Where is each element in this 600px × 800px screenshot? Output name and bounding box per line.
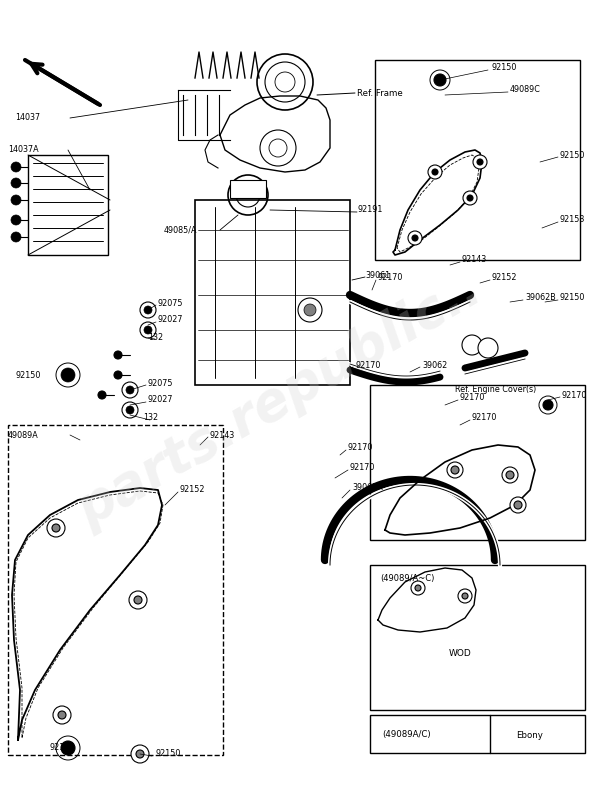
Circle shape [514,501,522,509]
Text: 92027: 92027 [158,315,184,325]
Text: 92153: 92153 [560,215,586,225]
Text: 14037A: 14037A [8,146,38,154]
Text: 92150: 92150 [15,370,40,379]
Text: 92170: 92170 [472,414,497,422]
Circle shape [53,706,71,724]
Circle shape [477,159,483,165]
Circle shape [47,519,65,537]
Text: Ref. Frame: Ref. Frame [357,89,403,98]
Text: 14037: 14037 [15,114,40,122]
Text: 92075: 92075 [158,298,184,307]
Text: Ref. Engine Cover(s): Ref. Engine Cover(s) [455,386,536,394]
Circle shape [458,589,472,603]
Text: 49089C: 49089C [510,86,541,94]
Circle shape [114,351,122,359]
Circle shape [11,162,21,172]
Text: WOD: WOD [449,649,472,658]
Text: 92027: 92027 [148,395,173,405]
Circle shape [463,191,477,205]
Text: 92150: 92150 [155,750,181,758]
Circle shape [434,74,446,86]
Circle shape [506,471,514,479]
Text: 92170: 92170 [350,463,376,473]
Circle shape [11,178,21,188]
Circle shape [432,169,438,175]
Circle shape [412,235,418,241]
Circle shape [129,591,147,609]
Circle shape [52,524,60,532]
Text: 92170: 92170 [348,443,373,453]
Text: (49089/A~C): (49089/A~C) [380,574,434,582]
Circle shape [144,306,152,314]
Circle shape [11,195,21,205]
Circle shape [478,338,498,358]
Circle shape [140,322,156,338]
Circle shape [473,155,487,169]
Text: 39062: 39062 [422,361,447,370]
Text: 39062A: 39062A [352,483,383,493]
Circle shape [136,750,144,758]
Circle shape [415,585,421,591]
Text: 92143: 92143 [462,255,487,265]
Bar [370,385,585,540]
Circle shape [126,406,134,414]
Circle shape [510,497,526,513]
Circle shape [58,711,66,719]
Bar [195,200,350,385]
Text: 92170: 92170 [355,361,380,370]
Text: 132: 132 [148,333,163,342]
Text: parts.republic..: parts.republic.. [68,263,491,537]
Circle shape [502,467,518,483]
Circle shape [144,326,152,334]
Circle shape [451,466,459,474]
Text: 92150: 92150 [492,63,517,73]
Circle shape [543,400,553,410]
Circle shape [462,593,468,599]
Circle shape [131,745,149,763]
Circle shape [411,581,425,595]
Text: 92170: 92170 [562,390,587,399]
Circle shape [122,382,138,398]
Circle shape [408,231,422,245]
Circle shape [304,304,316,316]
Text: 92153: 92153 [50,743,76,753]
Text: 39062B: 39062B [525,294,556,302]
Text: Ebony: Ebony [517,730,544,739]
Text: 49085/A: 49085/A [164,226,197,234]
Circle shape [61,368,75,382]
Bar [370,565,585,710]
Circle shape [122,402,138,418]
Text: 92152: 92152 [492,274,517,282]
Bar [375,60,580,260]
Circle shape [467,195,473,201]
Circle shape [11,215,21,225]
Text: 92170: 92170 [378,274,403,282]
Text: 92143: 92143 [210,430,235,439]
Text: 92191: 92191 [358,206,383,214]
Text: 39061: 39061 [365,270,390,279]
Circle shape [98,391,106,399]
Circle shape [126,386,134,394]
Circle shape [61,741,75,755]
Text: 92075: 92075 [148,378,173,387]
Circle shape [140,302,156,318]
Bar [28,155,108,255]
Text: 49089A: 49089A [8,430,39,439]
Circle shape [114,371,122,379]
Circle shape [134,596,142,604]
Text: 92150: 92150 [560,150,586,159]
Bar [230,180,266,198]
Text: 92150: 92150 [560,294,586,302]
Text: 92170: 92170 [460,394,485,402]
Bar [8,425,223,755]
Circle shape [428,165,442,179]
Bar [370,715,585,753]
Text: 132: 132 [143,414,158,422]
Circle shape [11,232,21,242]
Circle shape [447,462,463,478]
Text: 92152: 92152 [180,486,205,494]
Text: (49089A/C): (49089A/C) [382,730,431,739]
Circle shape [462,335,482,355]
